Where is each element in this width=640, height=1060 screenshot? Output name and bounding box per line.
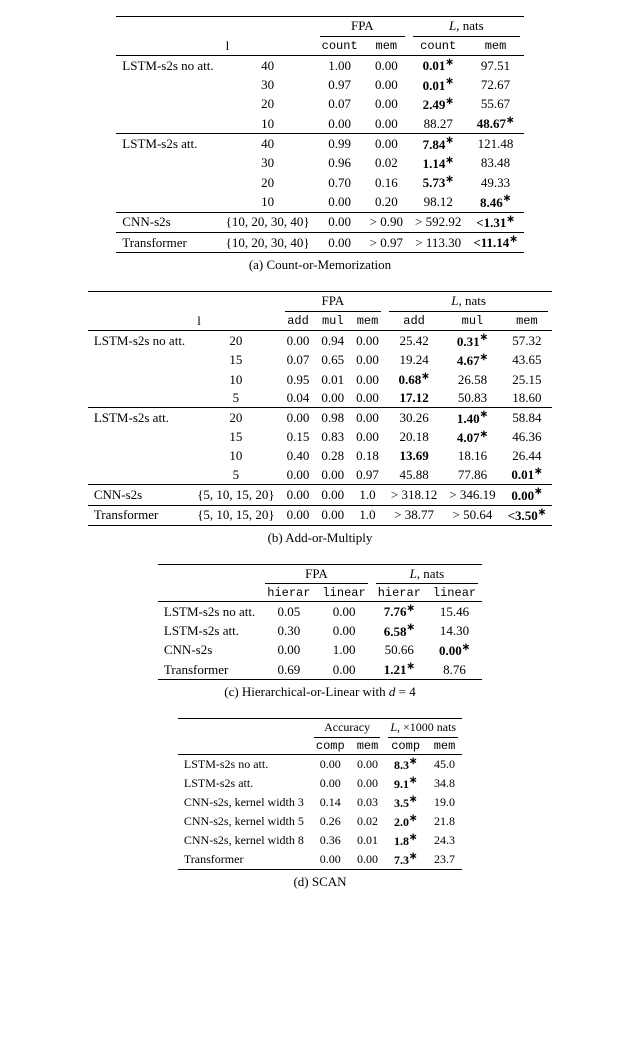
caption-b: (b) Add-or-Multiply (30, 530, 610, 546)
table-add-or-mul: FPAL, natsladdmulmemaddmulmemLSTM-s2s no… (88, 291, 552, 526)
caption-d: (d) SCAN (30, 874, 610, 890)
table-scan: AccuracyL, ×1000 natscompmemcompmemLSTM-… (178, 718, 462, 870)
table-hier-or-lin: FPAL, natshierarlinearhierarlinearLSTM-s… (158, 564, 482, 680)
table-count-or-mem: FPAL, natslcountmemcountmemLSTM-s2s no a… (116, 16, 523, 253)
caption-a: (a) Count-or-Memorization (30, 257, 610, 273)
caption-c: (c) Hierarchical-or-Linear with d = 4 (30, 684, 610, 700)
